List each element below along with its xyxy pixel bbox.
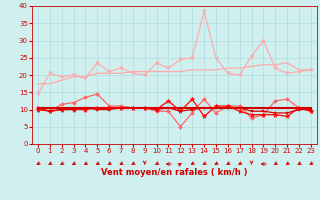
X-axis label: Vent moyen/en rafales ( km/h ): Vent moyen/en rafales ( km/h ) [101,168,248,177]
